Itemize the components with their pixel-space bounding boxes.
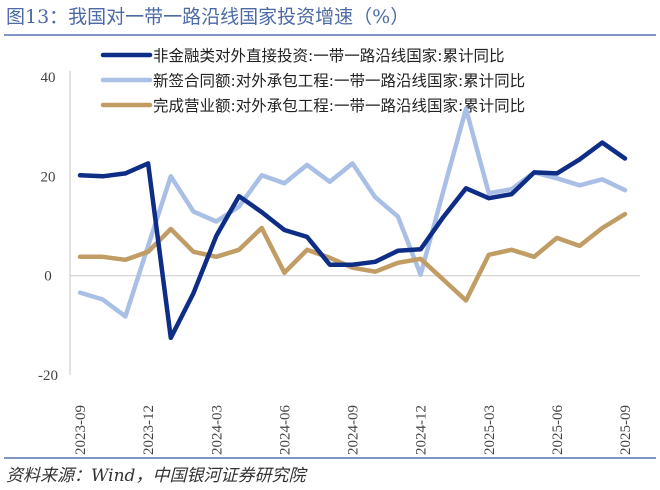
y-tick-label: -20 <box>38 368 58 384</box>
y-tick-label: 0 <box>44 269 52 285</box>
x-tick-label: 2025-03 <box>482 405 498 455</box>
title-divider <box>4 34 656 36</box>
legend-label-0: 非金融类对外直接投资:一带一路沿线国家:累计同比 <box>153 47 504 65</box>
x-tick-label: 2024-12 <box>414 405 430 455</box>
legend-label-1: 新签合同额:对外承包工程:一带一路沿线国家:累计同比 <box>153 72 525 90</box>
series-line-0 <box>77 140 628 341</box>
chart-title: 图13：我国对一带一路沿线国家投资增速（%） <box>6 6 410 28</box>
y-tick-label: 40 <box>41 70 56 86</box>
y-tick-label: 20 <box>41 169 56 185</box>
legend-label-2: 完成营业额:对外承包工程:一带一路沿线国家:累计同比 <box>153 97 525 115</box>
source-note: 资料来源：Wind，中国银河证券研究院 <box>6 466 306 486</box>
x-tick-label: 2023-09 <box>73 405 89 455</box>
line-chart: 非金融类对外直接投资:一带一路沿线国家:累计同比新签合同额:对外承包工程:一带一… <box>38 47 640 455</box>
series-line-2 <box>77 211 628 303</box>
x-tick-label: 2025-09 <box>618 405 634 455</box>
x-tick-label: 2025-06 <box>550 405 566 455</box>
axes: 40 20 0 -20 2023-09 2023-12 2024-03 2024-06 2024… <box>38 70 640 455</box>
x-tick-label: 2023-12 <box>141 405 157 455</box>
x-tick-label: 2024-09 <box>346 405 362 455</box>
legend: 非金融类对外直接投资:一带一路沿线国家:累计同比新签合同额:对外承包工程:一带一… <box>100 47 525 115</box>
footer-divider <box>4 457 656 459</box>
series-lines <box>77 106 628 341</box>
x-tick-label: 2024-06 <box>277 405 293 455</box>
x-tick-label: 2024-03 <box>209 405 225 455</box>
